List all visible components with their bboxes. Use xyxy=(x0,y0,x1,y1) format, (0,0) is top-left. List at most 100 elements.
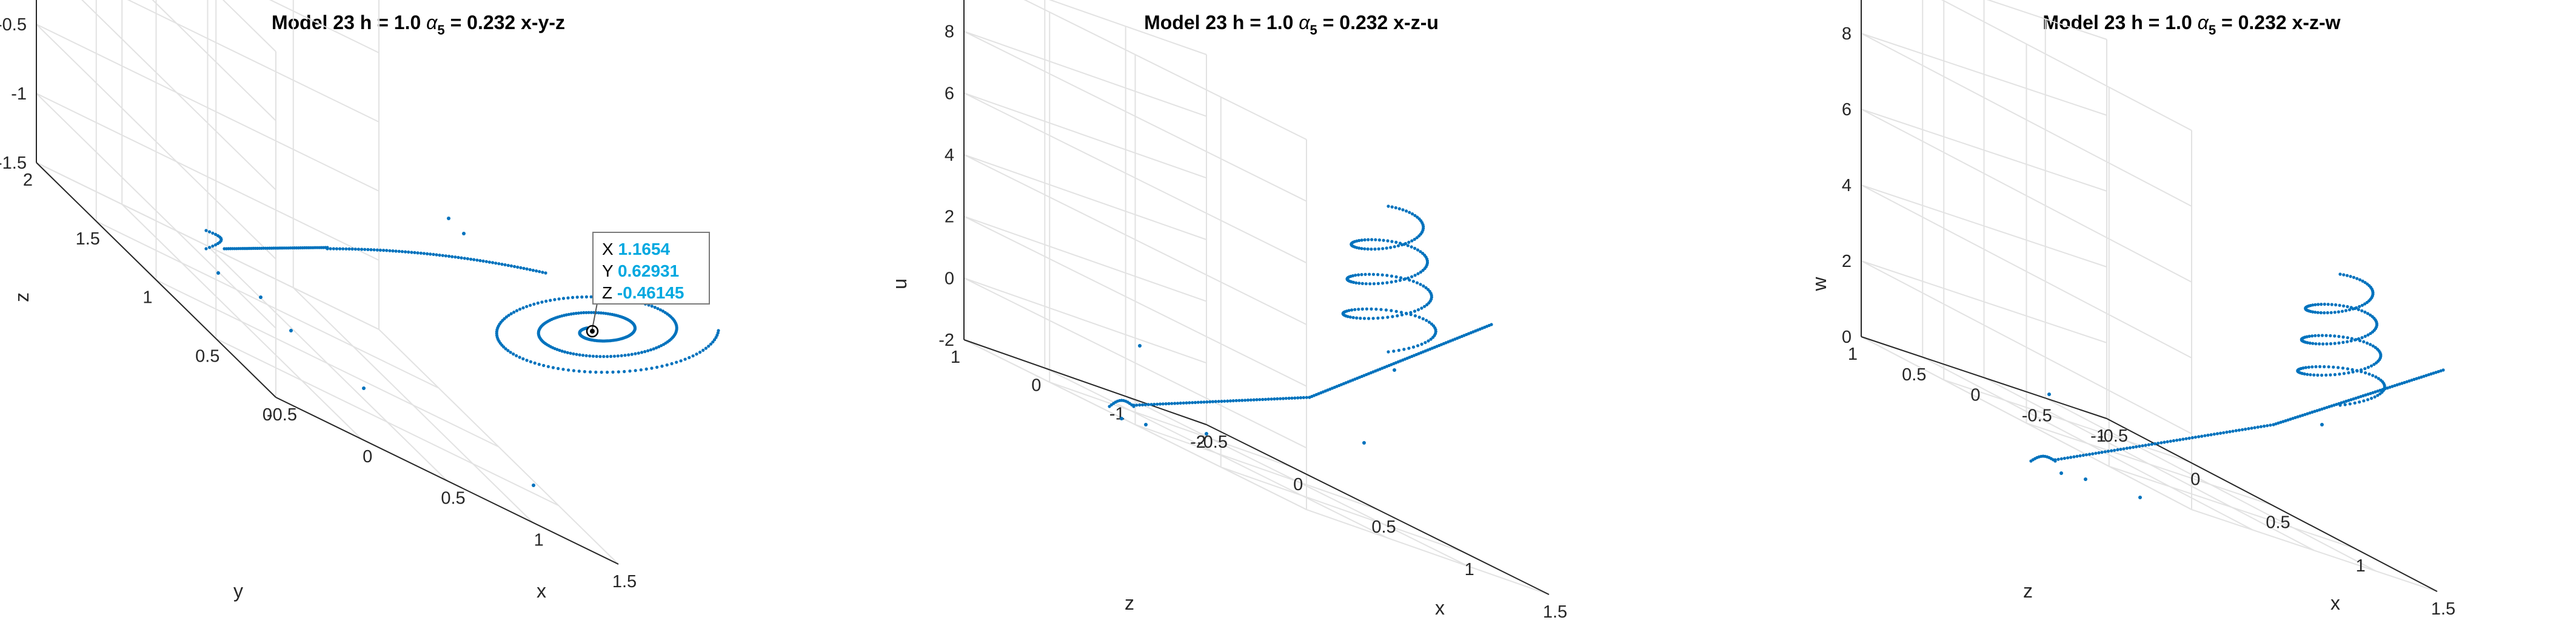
data-point xyxy=(1408,211,1411,214)
data-point xyxy=(1138,403,1142,407)
data-point xyxy=(561,297,566,300)
data-point xyxy=(1188,401,1191,405)
data-point xyxy=(1429,337,1433,341)
data-point xyxy=(515,309,519,312)
data-point xyxy=(1371,317,1375,320)
data-point xyxy=(512,310,516,314)
data-point xyxy=(1415,281,1419,285)
data-point xyxy=(533,361,537,365)
x-axis-label: x xyxy=(2330,592,2340,614)
data-point xyxy=(1214,400,1217,403)
data-point xyxy=(2326,311,2329,315)
data-point xyxy=(2308,342,2312,345)
data-point xyxy=(2320,407,2324,411)
data-point xyxy=(564,313,568,317)
data-tip-y: Y 0.62931 xyxy=(602,261,679,280)
data-point xyxy=(1279,397,1282,400)
data-point xyxy=(516,265,520,269)
data-point xyxy=(289,329,293,332)
data-tip[interactable]: X 1.1654 Y 0.62931 Z -0.46145 xyxy=(586,232,710,338)
data-point xyxy=(602,355,606,359)
data-point xyxy=(1421,317,1425,321)
data-point xyxy=(1387,204,1390,208)
gridline-y xyxy=(1044,367,1388,539)
data-point xyxy=(2354,396,2358,400)
data-point xyxy=(2119,448,2123,451)
data-point xyxy=(2344,399,2348,403)
data-point xyxy=(2172,439,2175,443)
data-point xyxy=(634,369,637,372)
data-point xyxy=(2110,449,2113,453)
data-point xyxy=(518,308,522,311)
axes-grid xyxy=(36,0,619,565)
data-point xyxy=(1365,307,1368,311)
data-point xyxy=(650,366,654,370)
data-point xyxy=(557,297,561,301)
data-point xyxy=(484,260,488,263)
y-tick-label: 1 xyxy=(142,288,152,308)
data-tip-box xyxy=(592,232,710,305)
data-point xyxy=(687,355,691,360)
data-point xyxy=(657,345,661,349)
data-point xyxy=(2289,417,2292,421)
data-point xyxy=(2279,420,2283,424)
data-point xyxy=(2349,339,2353,343)
x-tick-label: 1.5 xyxy=(1543,602,1567,622)
data-point xyxy=(2244,427,2247,431)
data-point xyxy=(628,369,632,373)
data-point xyxy=(1405,209,1408,213)
data-point xyxy=(1199,400,1203,404)
data-point xyxy=(1164,402,1168,406)
data-point xyxy=(2320,303,2323,306)
data-point xyxy=(347,247,351,251)
data-point xyxy=(2335,403,2338,406)
data-point xyxy=(2122,447,2126,451)
data-point xyxy=(1397,207,1401,211)
data-point xyxy=(1411,212,1414,216)
data-point xyxy=(338,247,342,251)
data-point xyxy=(1376,281,1380,285)
data-point xyxy=(1120,417,1123,420)
data-point xyxy=(2332,403,2336,407)
data-point xyxy=(2365,342,2369,345)
data-point xyxy=(2366,392,2370,396)
data-point xyxy=(366,248,370,251)
data-point xyxy=(600,371,603,374)
data-point xyxy=(597,311,601,315)
data-point xyxy=(1379,308,1383,311)
data-point xyxy=(466,257,470,261)
data-point xyxy=(2113,448,2116,452)
data-point xyxy=(2429,372,2433,376)
data-point xyxy=(2363,334,2367,339)
data-point xyxy=(2301,414,2304,417)
data-point xyxy=(584,354,588,357)
y-tick-label: 1 xyxy=(951,348,960,367)
data-point xyxy=(2355,277,2359,280)
data-point xyxy=(2312,373,2316,377)
data-point xyxy=(2330,303,2333,306)
data-point xyxy=(1413,309,1417,313)
data-point xyxy=(2366,365,2370,369)
data-point xyxy=(627,353,631,357)
data-point xyxy=(2078,454,2082,458)
data-point xyxy=(344,247,348,251)
data-point xyxy=(1390,274,1394,278)
data-point xyxy=(567,312,570,316)
data-point xyxy=(1228,399,1233,403)
data-point xyxy=(698,351,702,354)
x-tick-label: -0.5 xyxy=(1197,433,1228,452)
data-point xyxy=(1372,282,1376,286)
data-point xyxy=(1387,350,1390,354)
data-point xyxy=(1422,284,1425,288)
data-point xyxy=(1417,315,1421,319)
data-point xyxy=(644,367,648,371)
data-point xyxy=(1385,246,1388,250)
data-point xyxy=(535,269,538,273)
data-point xyxy=(557,366,560,371)
data-point xyxy=(1359,317,1362,320)
data-point xyxy=(504,315,509,319)
z-tick-label: 4 xyxy=(1842,176,1852,195)
data-point xyxy=(2352,275,2356,279)
data-point xyxy=(1270,397,1273,401)
data-point xyxy=(2342,400,2346,404)
